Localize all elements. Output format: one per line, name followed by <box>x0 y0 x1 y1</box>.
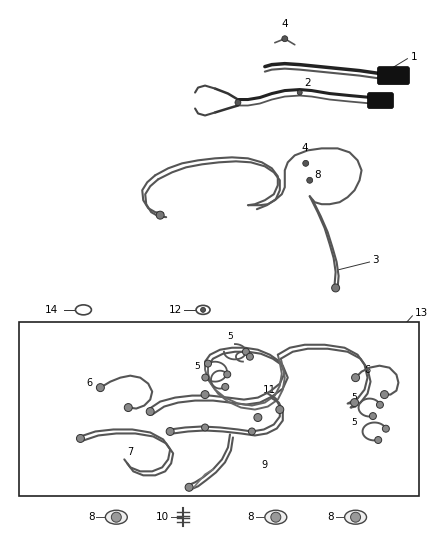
Circle shape <box>185 483 193 491</box>
Circle shape <box>369 413 376 419</box>
Text: 11: 11 <box>263 385 276 394</box>
Circle shape <box>307 177 313 183</box>
Text: 8: 8 <box>314 170 321 180</box>
Circle shape <box>156 211 164 219</box>
Text: 12: 12 <box>169 305 182 315</box>
Text: 4: 4 <box>301 143 308 154</box>
Circle shape <box>146 408 154 416</box>
Circle shape <box>201 424 208 431</box>
Text: 4: 4 <box>282 19 288 29</box>
Circle shape <box>248 428 255 435</box>
Circle shape <box>201 391 209 399</box>
Text: 8: 8 <box>88 512 95 522</box>
Circle shape <box>235 100 241 106</box>
Circle shape <box>352 374 360 382</box>
FancyBboxPatch shape <box>378 67 410 85</box>
Ellipse shape <box>345 510 367 524</box>
Text: 5: 5 <box>352 393 357 402</box>
Text: 5: 5 <box>194 362 200 371</box>
FancyBboxPatch shape <box>367 93 393 109</box>
Text: 6: 6 <box>86 378 92 387</box>
Circle shape <box>111 512 121 522</box>
Text: 2: 2 <box>304 78 311 87</box>
Circle shape <box>205 360 212 367</box>
Circle shape <box>166 427 174 435</box>
Circle shape <box>222 383 229 390</box>
Circle shape <box>376 401 383 408</box>
Circle shape <box>124 403 132 411</box>
Text: 9: 9 <box>262 461 268 470</box>
Text: 8: 8 <box>247 512 254 522</box>
Text: 8: 8 <box>327 512 334 522</box>
Circle shape <box>202 374 209 381</box>
Circle shape <box>381 391 389 399</box>
Text: 7: 7 <box>127 447 134 457</box>
Text: 6: 6 <box>364 365 371 375</box>
Circle shape <box>247 353 254 360</box>
Circle shape <box>303 160 309 166</box>
Circle shape <box>224 371 231 378</box>
Circle shape <box>271 512 281 522</box>
Circle shape <box>276 406 284 414</box>
Circle shape <box>382 425 389 432</box>
Text: 10: 10 <box>156 512 169 522</box>
Text: 1: 1 <box>410 52 417 62</box>
Text: 5: 5 <box>352 418 357 427</box>
Circle shape <box>350 512 360 522</box>
Text: 5: 5 <box>227 332 233 341</box>
Circle shape <box>201 308 205 312</box>
Text: 14: 14 <box>45 305 58 315</box>
Circle shape <box>282 36 288 42</box>
Ellipse shape <box>106 510 127 524</box>
Bar <box>19 322 419 496</box>
Ellipse shape <box>265 510 287 524</box>
Text: 13: 13 <box>414 308 427 318</box>
Circle shape <box>350 399 359 407</box>
Circle shape <box>242 348 249 355</box>
Circle shape <box>254 414 262 422</box>
Circle shape <box>332 284 339 292</box>
Circle shape <box>77 434 85 442</box>
Circle shape <box>375 437 381 443</box>
Text: 3: 3 <box>372 255 379 265</box>
Circle shape <box>297 90 302 95</box>
Circle shape <box>96 384 104 392</box>
